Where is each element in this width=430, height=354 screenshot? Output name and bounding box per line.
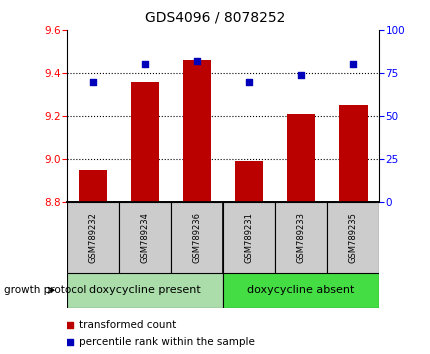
Bar	[67, 273, 223, 308]
Bar	[171, 202, 223, 273]
Bar	[223, 202, 274, 273]
Point	[297, 72, 304, 78]
Text: GSM789232: GSM789232	[88, 212, 97, 263]
Text: percentile rank within the sample: percentile rank within the sample	[79, 337, 255, 347]
Text: GDS4096 / 8078252: GDS4096 / 8078252	[145, 11, 285, 25]
Bar	[326, 202, 378, 273]
Point	[349, 62, 356, 67]
Text: doxycycline present: doxycycline present	[89, 285, 200, 295]
Bar	[234, 161, 263, 202]
Bar	[78, 170, 107, 202]
Bar	[286, 114, 315, 202]
Text: GSM789234: GSM789234	[140, 212, 149, 263]
Bar	[119, 202, 171, 273]
Bar	[182, 60, 211, 202]
Text: GSM789236: GSM789236	[192, 212, 201, 263]
Bar	[67, 202, 119, 273]
Point	[245, 79, 252, 84]
Text: doxycycline absent: doxycycline absent	[247, 285, 354, 295]
Bar	[338, 105, 367, 202]
Bar	[223, 273, 378, 308]
Point	[193, 58, 200, 64]
Text: GSM789233: GSM789233	[296, 212, 305, 263]
Text: GSM789235: GSM789235	[348, 212, 357, 263]
Point	[66, 339, 73, 344]
Text: GSM789231: GSM789231	[244, 212, 253, 263]
Point	[141, 62, 148, 67]
Bar	[130, 82, 159, 202]
Text: growth protocol: growth protocol	[4, 285, 86, 295]
Bar	[274, 202, 326, 273]
Point	[66, 322, 73, 328]
Point	[89, 79, 96, 84]
Text: transformed count: transformed count	[79, 320, 176, 330]
